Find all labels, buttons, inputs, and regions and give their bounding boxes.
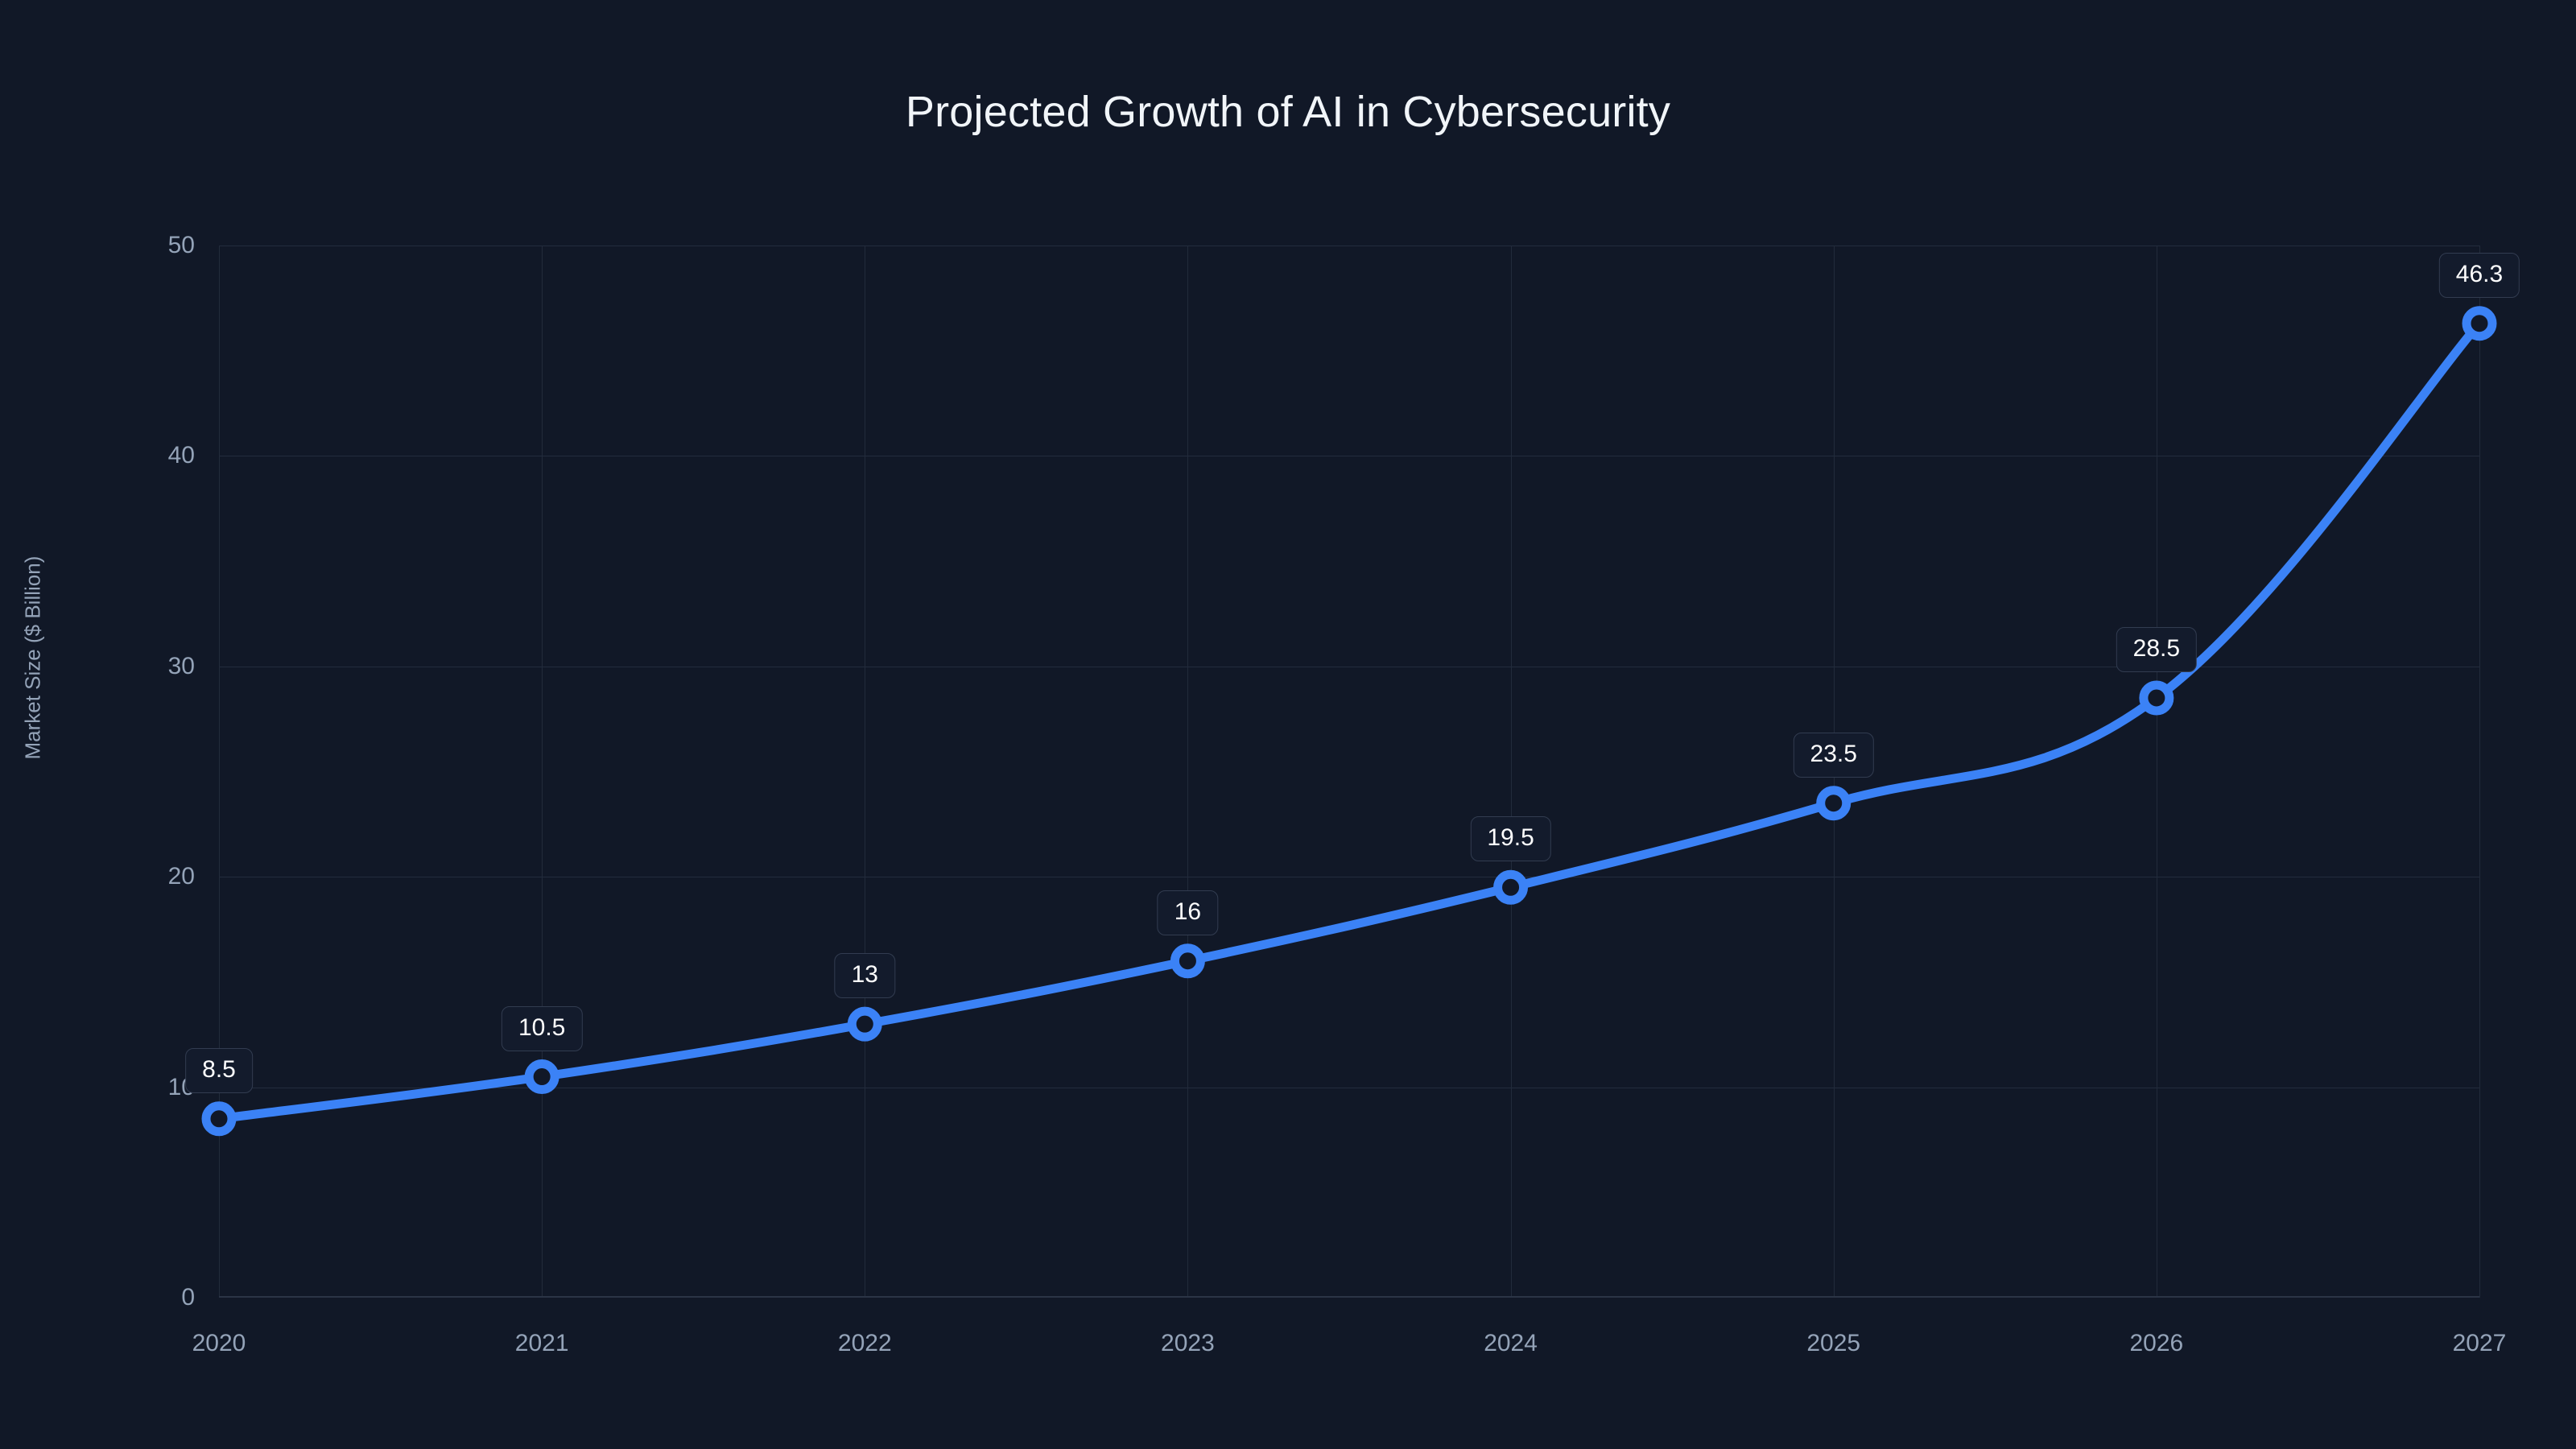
x-axis-tick-label: 2027	[2452, 1330, 2507, 1356]
data-point-value-badge: 23.5	[1793, 732, 1874, 778]
gridline-vertical	[1510, 246, 1512, 1298]
plot-area	[219, 246, 2480, 1298]
gridline-vertical	[1187, 246, 1189, 1298]
gridline-vertical	[542, 246, 543, 1298]
data-point-value-badge: 8.5	[185, 1047, 253, 1093]
data-point-value-badge: 13	[834, 953, 895, 999]
x-axis-tick-label: 2023	[1161, 1330, 1215, 1356]
x-axis-tick-label: 2024	[1484, 1330, 1538, 1356]
y-axis-tick-label: 20	[167, 863, 195, 890]
data-point-value-badge: 16	[1157, 890, 1219, 935]
gridline-vertical	[219, 246, 220, 1298]
x-axis-tick-label: 2026	[2129, 1330, 2184, 1356]
gridline-vertical	[2479, 246, 2480, 1298]
y-axis-tick-label: 30	[167, 652, 195, 679]
x-axis-line	[219, 1296, 2479, 1298]
x-axis-tick-label: 2022	[837, 1330, 892, 1356]
y-axis-tick-label: 10	[167, 1073, 195, 1100]
data-point-value-badge: 28.5	[2116, 627, 2198, 672]
y-axis-tick-label: 50	[167, 232, 195, 258]
y-axis-tick-label: 40	[167, 442, 195, 469]
y-axis-title: Market Size ($ Billion)	[20, 555, 45, 759]
x-axis-tick-label: 2021	[514, 1330, 569, 1356]
data-point-value-badge: 19.5	[1470, 816, 1551, 862]
data-point-value-badge: 46.3	[2438, 252, 2520, 298]
x-axis-tick-label: 2025	[1806, 1330, 1861, 1356]
y-axis-tick-label: 0	[181, 1284, 195, 1311]
chart-title: Projected Growth of AI in Cybersecurity	[905, 88, 1671, 136]
x-axis-tick-label: 2020	[192, 1330, 246, 1356]
data-point-value-badge: 10.5	[501, 1005, 583, 1051]
